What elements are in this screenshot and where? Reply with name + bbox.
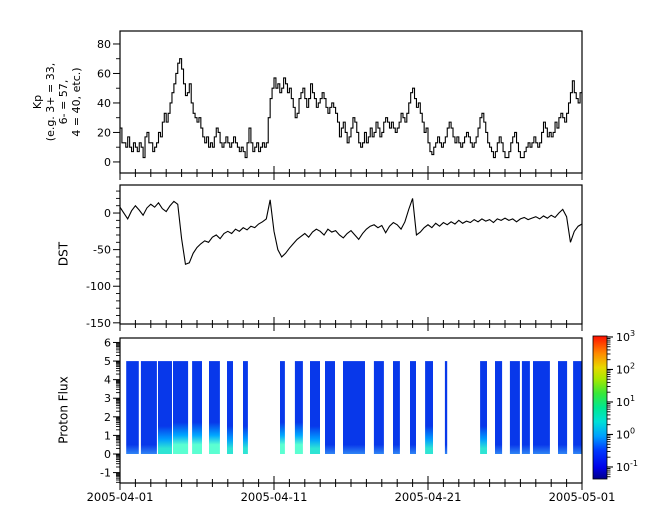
heatmap-stripe	[410, 361, 416, 454]
proton-flux-heatmap	[126, 361, 582, 454]
heatmap-stripe	[325, 361, 335, 454]
heatmap-stripe	[192, 361, 202, 454]
colorbar: 10-1 100 101 102 103	[592, 329, 638, 480]
y-tick-label: 3	[104, 392, 111, 405]
x-tick-label-apr21: 2005-04-21	[394, 490, 462, 504]
colorbar-tick-label: 101	[616, 394, 635, 409]
y-tick-label: 1	[104, 429, 111, 442]
heatmap-stripe	[495, 361, 503, 454]
y-tick-label: 20	[97, 126, 111, 139]
heatmap-stripe	[373, 361, 384, 454]
heatmap-stripe	[558, 361, 568, 454]
heatmap-stripe	[521, 361, 530, 454]
y-tick-label: 4	[104, 374, 111, 387]
heatmap-stripe	[480, 361, 487, 454]
y-tick-label: 0	[104, 156, 111, 169]
colorbar-tick-label: 103	[616, 329, 635, 344]
kp-axis-label-line4: 4 = 40, etc.)	[70, 67, 83, 137]
heatmap-stripe	[444, 361, 448, 454]
panel-border	[119, 184, 583, 325]
y-tick-label: 40	[97, 97, 111, 110]
x-tick-label-apr01: 2005-04-01	[86, 490, 154, 504]
panel-border	[119, 30, 583, 174]
y-tick-label: 2	[104, 411, 111, 424]
y-tick-label: 80	[97, 38, 111, 51]
dst-line	[119, 198, 583, 266]
heatmap-stripe	[173, 361, 189, 454]
y-tick-label: 0	[104, 207, 111, 220]
kp-axis-label-line1: Kp	[31, 94, 44, 110]
y-tick-label: -50	[93, 244, 111, 257]
colorbar-tick-label: 102	[616, 361, 635, 376]
kp-axis-label-line2: (e.g. 3+ = 33,	[44, 62, 57, 142]
heatmap-stripe	[280, 361, 285, 454]
colorbar-tick-label: 100	[616, 426, 635, 441]
x-tick-label-apr11: 2005-04-11	[240, 490, 308, 504]
plot-layers	[119, 58, 583, 454]
y-tick-label: 6	[104, 336, 111, 349]
x-tick-label-may01: 2005-05-01	[548, 490, 616, 504]
kp-axis-label-line3: 6- = 57,	[57, 79, 70, 125]
colorbar-tick-label: 10-1	[616, 459, 638, 474]
dst-axis-label: DST	[56, 241, 71, 267]
heatmap-stripe	[343, 361, 365, 454]
heatmap-stripe	[158, 361, 172, 454]
y-tick-label: -150	[86, 317, 111, 330]
kp-axis-label: Kp (e.g. 3+ = 33, 6- = 57, 4 = 40, etc.)	[31, 63, 83, 141]
colorbar-gradient	[592, 335, 608, 480]
proton-flux-axis-label: Proton Flux	[56, 376, 71, 444]
y-tick-label: 60	[97, 67, 111, 80]
heatmap-stripe	[310, 361, 320, 454]
heatmap-stripe	[140, 361, 157, 454]
heatmap-stripe	[209, 361, 220, 454]
y-tick-label: -1	[100, 467, 111, 480]
heatmap-stripe	[509, 361, 520, 454]
axes: 0 20 40 60 80 0 -50 -100 -150 -1 0 1 2 3 4 5 6	[86, 30, 583, 490]
y-tick-label: 5	[104, 355, 111, 368]
heatmap-stripe	[243, 361, 248, 454]
y-tick-label: -100	[86, 280, 111, 293]
heatmap-stripe	[393, 361, 400, 454]
heatmap-stripe	[126, 361, 139, 454]
heatmap-stripe	[573, 361, 582, 454]
heatmap-stripe	[294, 361, 303, 454]
heatmap-stripe	[227, 361, 233, 454]
y-tick-label: 0	[104, 448, 111, 461]
heatmap-stripe	[425, 361, 433, 454]
kp-line	[120, 58, 582, 159]
heatmap-stripe	[533, 361, 550, 454]
